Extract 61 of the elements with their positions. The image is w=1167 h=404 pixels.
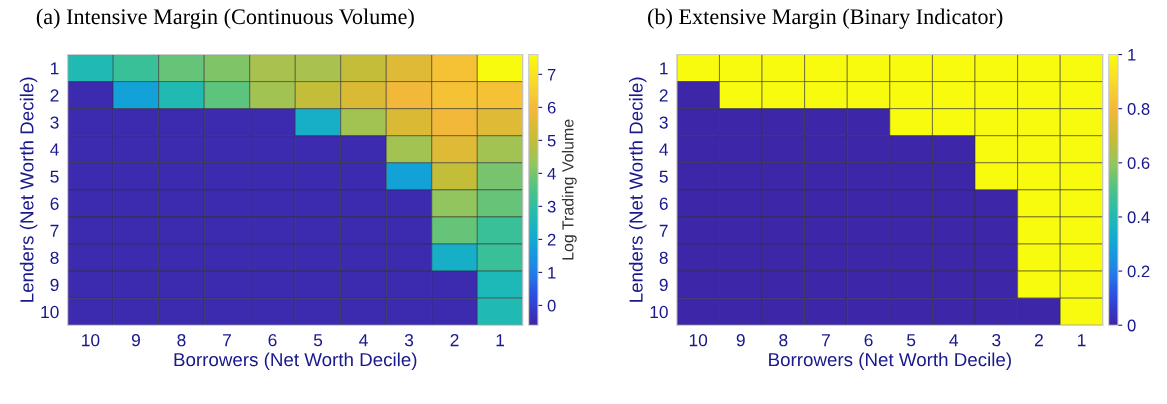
x-tick-label: 1 <box>1078 334 1086 347</box>
y-tick-label: 4 <box>659 143 669 156</box>
y-tick-label: 6 <box>50 197 59 210</box>
y-axis-title: Lenders (Net Worth Decile) <box>628 77 647 302</box>
y-tick-label: 1 <box>51 62 59 75</box>
chart-title: (b) Extensive Margin (Binary Indicator) <box>648 8 1003 29</box>
y-tick-label: 3 <box>50 116 59 129</box>
x-tick-label: 8 <box>779 334 788 347</box>
color-bar-label: 1 <box>1128 49 1136 61</box>
x-tick-label: 4 <box>949 334 959 347</box>
color-bar-label: 0.4 <box>1127 211 1150 224</box>
color-bar-label: 0.8 <box>1127 103 1150 115</box>
chart-title: (a) Intensive Margin (Continuous Volume) <box>36 8 414 29</box>
x-tick-label: 8 <box>177 334 186 347</box>
x-axis-title: Borrowers (Net Worth Decile) <box>769 352 1011 370</box>
x-tick-label: 1 <box>496 334 505 347</box>
x-tick-label: 2 <box>450 334 459 347</box>
x-tick-label: 5 <box>313 334 323 347</box>
x-tick-label: 9 <box>131 334 140 347</box>
y-tick-label: 4 <box>50 143 59 156</box>
y-tick-label: 10 <box>41 305 59 319</box>
y-tick-label: 1 <box>660 62 668 75</box>
color-bar-title: Log Trading Volume <box>561 119 577 260</box>
color-bar-label: 0.6 <box>1127 157 1150 170</box>
y-tick-label: 2 <box>50 89 59 102</box>
color-bar-label: 1 <box>548 266 556 279</box>
color-bar-label: 3 <box>547 200 556 213</box>
y-tick-label: 9 <box>50 278 59 292</box>
y-tick-label: 7 <box>659 224 668 237</box>
x-tick-label: 6 <box>864 334 873 347</box>
x-tick-label: 3 <box>404 334 414 347</box>
color-bar-label: 4 <box>547 167 556 180</box>
y-axis-title: Lenders (Net Worth Decile) <box>19 77 38 302</box>
y-tick-label: 8 <box>50 251 59 265</box>
y-tick-label: 2 <box>659 89 668 102</box>
y-tick-label: 5 <box>659 170 668 183</box>
x-axis-title: Borrowers (Net Worth Decile) <box>174 352 417 370</box>
color-bar-label: 7 <box>547 68 556 81</box>
y-tick-label: 6 <box>659 197 668 210</box>
x-tick-label: 3 <box>992 334 1001 347</box>
color-bar-label: 6 <box>547 101 556 114</box>
color-bar-label: 0.2 <box>1127 265 1150 278</box>
y-tick-label: 10 <box>650 305 668 319</box>
x-tick-label: 10 <box>82 334 100 347</box>
x-tick-label: 4 <box>359 334 368 347</box>
y-tick-label: 3 <box>659 116 668 129</box>
color-bar-label: 0 <box>1127 319 1136 332</box>
x-tick-label: 7 <box>223 334 231 347</box>
color-bar-label: 5 <box>547 134 556 147</box>
x-tick-label: 5 <box>907 334 916 347</box>
x-tick-label: 2 <box>1034 334 1043 347</box>
x-tick-label: 10 <box>689 334 708 347</box>
y-tick-label: 5 <box>50 170 59 183</box>
x-tick-label: 9 <box>736 334 745 347</box>
x-tick-label: 6 <box>268 334 277 347</box>
y-tick-label: 7 <box>50 224 59 237</box>
y-tick-label: 8 <box>659 251 668 265</box>
color-bar-label: 0 <box>547 299 556 312</box>
color-bar-label: 2 <box>547 233 556 246</box>
y-tick-label: 9 <box>659 278 668 292</box>
x-tick-label: 7 <box>822 334 830 347</box>
